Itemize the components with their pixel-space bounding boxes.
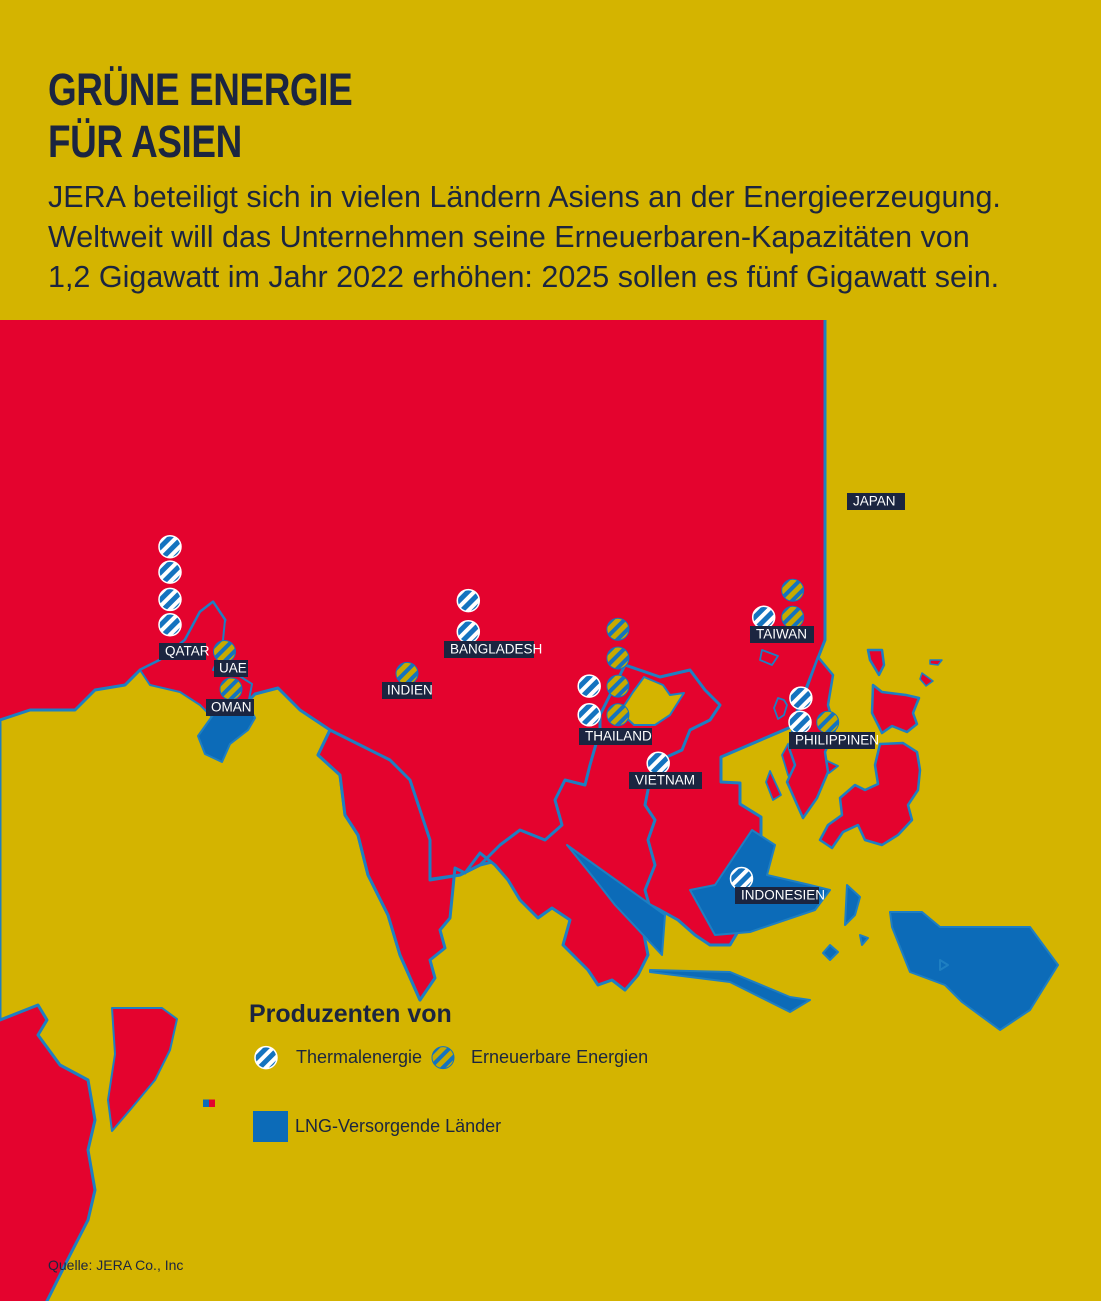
svg-text:QATAR: QATAR <box>165 644 210 659</box>
svg-text:TAIWAN: TAIWAN <box>756 627 807 642</box>
svg-text:LNG-Versorgende Länder: LNG-Versorgende Länder <box>295 1116 501 1136</box>
svg-text:JAPAN: JAPAN <box>853 494 896 509</box>
svg-text:Erneuerbare Energien: Erneuerbare Energien <box>471 1047 648 1067</box>
svg-text:INDIEN: INDIEN <box>387 683 433 698</box>
svg-text:PHILIPPINEN: PHILIPPINEN <box>795 733 879 748</box>
svg-text:Produzenten von: Produzenten von <box>249 1000 452 1028</box>
svg-text:VIETNAM: VIETNAM <box>635 773 695 788</box>
svg-text:INDONESIEN: INDONESIEN <box>741 888 825 903</box>
svg-text:OMAN: OMAN <box>211 700 252 715</box>
svg-text:Thermalenergie: Thermalenergie <box>296 1047 422 1067</box>
svg-text:UAE: UAE <box>219 661 247 676</box>
svg-text:BANGLADESH: BANGLADESH <box>450 642 542 657</box>
svg-text:THAILAND: THAILAND <box>585 729 652 744</box>
